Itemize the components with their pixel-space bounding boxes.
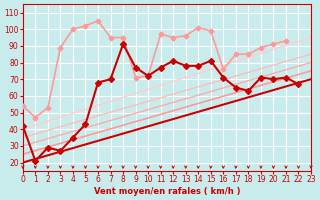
X-axis label: Vent moyen/en rafales ( km/h ): Vent moyen/en rafales ( km/h ) xyxy=(94,187,240,196)
